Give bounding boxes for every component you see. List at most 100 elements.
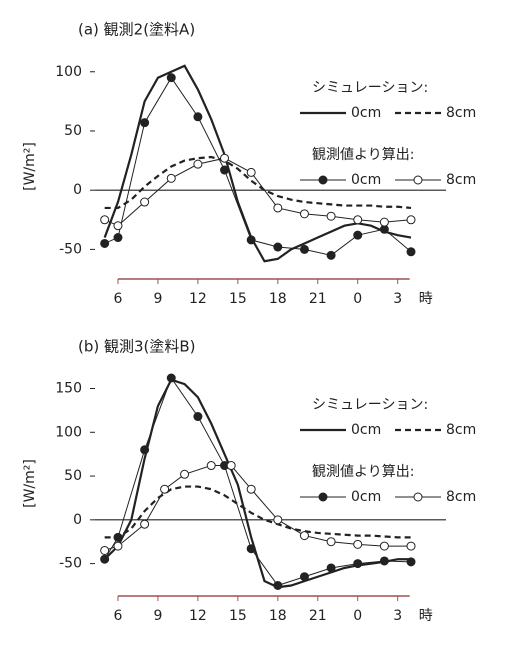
data-point: [299, 531, 309, 541]
data-point: [100, 545, 110, 555]
data-point: [113, 221, 123, 231]
data-point: [193, 412, 203, 422]
series-line: [104, 155, 412, 210]
data-point: [326, 250, 336, 260]
y-axis-label: [W/m²]: [22, 459, 38, 508]
y-tick-label: -50: [59, 556, 82, 572]
data-point: [113, 532, 123, 542]
legend-label: 0cm: [351, 489, 381, 505]
data-point: [353, 215, 363, 225]
data-point: [379, 217, 389, 227]
data-point: [273, 203, 283, 213]
data-point: [166, 73, 176, 83]
legend-label: 0cm: [351, 172, 381, 188]
data-point: [226, 461, 236, 471]
y-tick-label: 100: [55, 64, 82, 80]
x-tick-label: 21: [309, 291, 327, 307]
data-point: [273, 515, 283, 525]
data-point: [166, 373, 176, 383]
data-point: [140, 197, 150, 207]
x-tick-label: 0: [353, 291, 362, 307]
series-line: [103, 64, 412, 263]
x-tick-label: 15: [229, 608, 247, 624]
chart-title: (b) 観測3(塗料B): [78, 338, 196, 356]
x-tick-label: 12: [189, 291, 207, 307]
legend-label: 8cm: [446, 105, 476, 121]
data-point: [113, 541, 123, 551]
data-point: [113, 233, 123, 243]
legend-label: 8cm: [446, 172, 476, 188]
legend-group-title: 観測値より算出:: [312, 146, 414, 163]
x-tick-label: 9: [153, 291, 162, 307]
data-point: [140, 519, 150, 529]
data-point: [353, 539, 363, 549]
data-point: [299, 244, 309, 254]
y-tick-label: 50: [64, 123, 82, 139]
data-point: [299, 209, 309, 219]
data-point: [326, 537, 336, 547]
x-axis-label: 時: [419, 608, 433, 624]
data-point: [246, 235, 256, 245]
legend-group-title: 観測値より算出:: [312, 463, 414, 480]
x-tick-label: 15: [229, 291, 247, 307]
data-point: [160, 484, 170, 494]
legend-marker: [413, 175, 423, 185]
data-point: [406, 215, 416, 225]
y-tick-label: 100: [55, 424, 82, 440]
x-axis-label: 時: [419, 291, 433, 307]
legend-label: 8cm: [446, 422, 476, 438]
x-tick-label: 18: [269, 291, 287, 307]
data-point: [326, 211, 336, 221]
legend-label: 0cm: [351, 422, 381, 438]
series-line: [104, 485, 412, 539]
y-tick-label: 150: [55, 381, 82, 397]
series-line: [104, 157, 412, 227]
data-point: [246, 484, 256, 494]
data-point: [406, 247, 416, 257]
x-tick-label: 6: [114, 608, 123, 624]
x-tick-label: 9: [153, 608, 162, 624]
legend-group-title: シミュレーション:: [312, 80, 428, 96]
x-tick-label: 21: [309, 608, 327, 624]
y-tick-label: 0: [73, 512, 82, 528]
legend-marker: [413, 492, 423, 502]
legend-marker: [318, 492, 328, 502]
x-tick-label: 3: [393, 291, 402, 307]
legend-marker: [318, 175, 328, 185]
x-tick-label: 0: [353, 608, 362, 624]
data-point: [406, 541, 416, 551]
data-point: [206, 461, 216, 471]
data-point: [353, 559, 363, 569]
y-tick-label: 0: [73, 182, 82, 198]
data-point: [140, 445, 150, 455]
data-point: [140, 118, 150, 128]
data-point: [353, 230, 363, 240]
data-point: [379, 556, 389, 566]
data-point: [100, 215, 110, 225]
data-point: [326, 563, 336, 573]
x-tick-label: 3: [393, 608, 402, 624]
legend-label: 8cm: [446, 489, 476, 505]
x-tick-label: 12: [189, 608, 207, 624]
data-point: [193, 112, 203, 122]
chart-title: (a) 観測2(塗料A): [78, 21, 195, 39]
data-point: [193, 159, 203, 169]
data-point: [273, 580, 283, 590]
data-point: [406, 557, 416, 567]
legend-label: 0cm: [351, 105, 381, 121]
data-point: [299, 572, 309, 582]
x-tick-label: 18: [269, 608, 287, 624]
y-tick-label: 50: [64, 468, 82, 484]
data-point: [100, 554, 110, 564]
legend-group-title: シミュレーション:: [312, 397, 428, 413]
data-point: [166, 173, 176, 183]
data-point: [100, 238, 110, 248]
data-point: [246, 167, 256, 177]
data-point: [273, 242, 283, 252]
data-point: [220, 165, 230, 175]
data-point: [220, 153, 230, 163]
x-tick-label: 6: [114, 291, 123, 307]
data-point: [379, 541, 389, 551]
data-point: [246, 544, 256, 554]
